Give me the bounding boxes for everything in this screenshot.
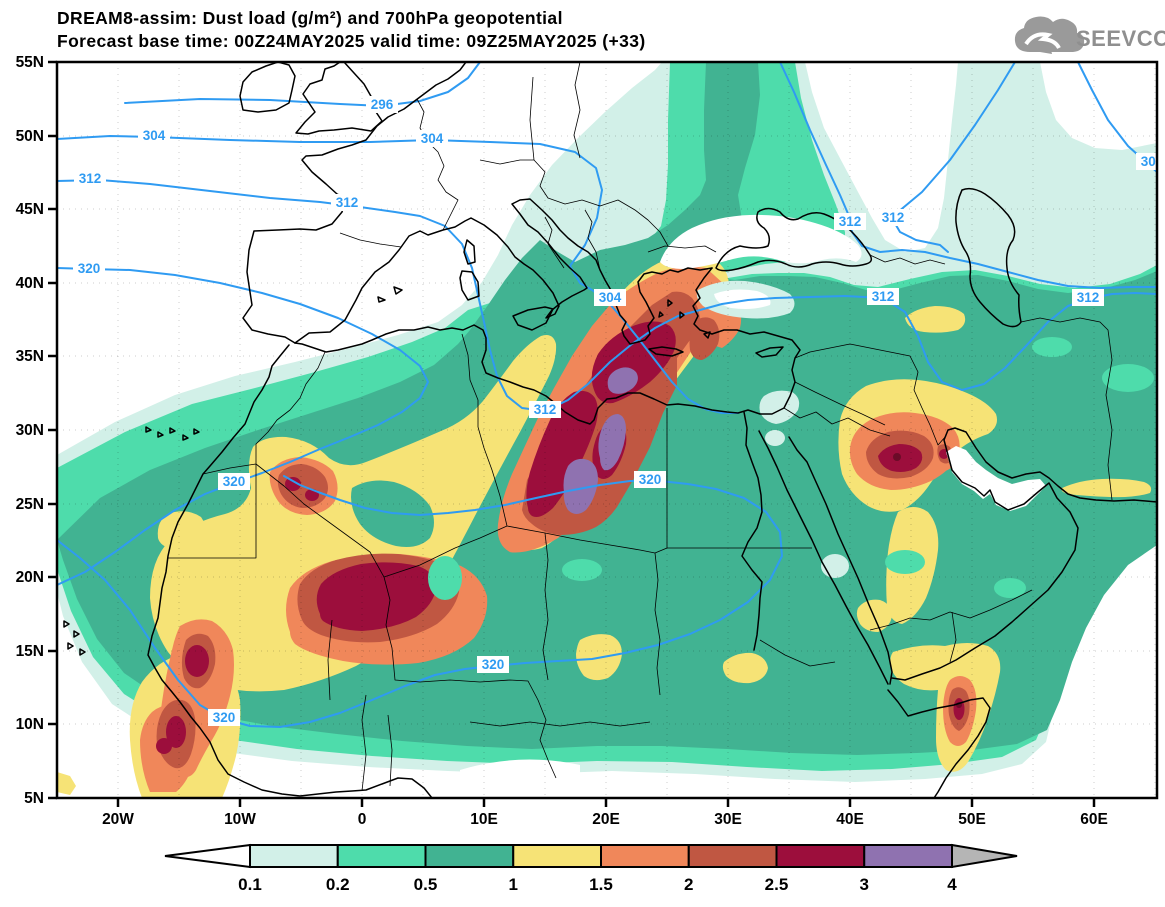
black-sea-water	[660, 214, 862, 269]
contour-label-box	[416, 130, 448, 147]
colorbar-segment	[775, 844, 866, 868]
contour-label-box	[208, 709, 240, 726]
y-axis: 55N 50N 45N 40N 35N 30N 25N 20N 15N 10N 5N	[16, 54, 57, 807]
contour-label-box	[74, 170, 106, 187]
colorbar-level-label: 1.5	[589, 875, 613, 894]
y-tick-label: 25N	[16, 496, 44, 513]
y-tick-label: 55N	[16, 54, 44, 71]
y-tick-label: 35N	[16, 348, 44, 365]
contour-label-box	[834, 213, 866, 230]
colorbar-level-label: 2.5	[765, 875, 789, 894]
colorbar-below-arrow	[164, 843, 251, 869]
contour-label-box	[529, 401, 561, 418]
contour-label: 312	[872, 289, 895, 304]
contour-label-box	[877, 209, 909, 226]
cloud-icon	[1014, 16, 1085, 54]
contour-label: 312	[79, 171, 102, 186]
y-tick-label: 50N	[16, 128, 44, 145]
colorbar-level-label: 0.1	[238, 875, 262, 894]
contour-label: 320	[482, 657, 505, 672]
contour-label-box	[331, 194, 363, 211]
colorbar-legend: 0.1 0.2 0.5 1 1.5 2 2.5 3 4	[164, 843, 1018, 894]
colorbar-segment	[600, 844, 690, 868]
colorbar-level-label: 4	[947, 875, 957, 894]
map-title: DREAM8-assim: Dust load (g/m²) and 700hP…	[57, 8, 563, 28]
colorbar-segment	[687, 844, 778, 868]
contour-label-box	[477, 656, 509, 673]
contour-label: 304	[599, 290, 622, 305]
x-tick-label: 30E	[714, 811, 742, 828]
y-tick-label: 45N	[16, 201, 44, 218]
colorbar-segment	[512, 844, 602, 868]
x-tick-label: 10W	[224, 811, 256, 828]
map-plot-area: 296 304 304 304 304 312 312 312 312 312 312 312 320 3…	[57, 62, 1164, 798]
colorbar-level-label: 0.2	[326, 875, 350, 894]
persian-gulf-water	[946, 446, 1046, 511]
contour-label: 304	[421, 131, 444, 146]
colorbar-segment	[863, 844, 953, 868]
contour-label: 312	[1077, 290, 1100, 305]
contour-label-box	[1136, 153, 1157, 170]
contour-label: 304	[1141, 154, 1164, 169]
y-tick-label: 20N	[16, 569, 44, 586]
country-borders	[167, 62, 1113, 792]
y-tick-label: 30N	[16, 422, 44, 439]
colorbar-above-arrow	[951, 843, 1018, 869]
coastlines	[63, 62, 1157, 798]
contour-labels: 296 304 304 304 304 312 312 312 312 312 312 312 320 3…	[73, 96, 1164, 726]
contour-label-box	[366, 96, 398, 113]
contour-label: 312	[882, 210, 905, 225]
x-axis: 20W 10W 0 10E 20E 30E 40E 50E 60E	[102, 798, 1108, 828]
contour-label-box	[594, 289, 626, 306]
x-tick-label: 20W	[102, 811, 134, 828]
seevccc-logo: SEEVCCC	[1014, 16, 1165, 54]
x-tick-label: 10E	[470, 811, 498, 828]
contour-label: 312	[534, 402, 557, 417]
logo-text: SEEVCCC	[1076, 26, 1165, 51]
y-tick-label: 10N	[16, 716, 44, 733]
contour-label-box	[138, 127, 170, 144]
contour-label: 312	[336, 195, 359, 210]
contour-label-box	[218, 473, 250, 490]
contour-label-box	[73, 260, 105, 277]
x-tick-label: 50E	[958, 811, 986, 828]
x-tick-label: 0	[358, 811, 367, 828]
map-subtitle: Forecast base time: 00Z24MAY2025 valid t…	[57, 31, 646, 51]
x-tick-label: 20E	[592, 811, 620, 828]
contour-label: 304	[143, 128, 166, 143]
colorbar-level-label: 0.5	[414, 875, 438, 894]
y-tick-label: 40N	[16, 275, 44, 292]
contour-label-box	[867, 288, 899, 305]
contour-label: 320	[223, 474, 246, 489]
x-tick-label: 40E	[836, 811, 864, 828]
dust-load-shading	[57, 62, 1157, 798]
contour-label-box	[1072, 289, 1104, 306]
contour-label: 320	[78, 261, 101, 276]
y-tick-label: 5N	[24, 790, 44, 807]
colorbar-level-label: 3	[860, 875, 869, 894]
colorbar-segment	[424, 844, 515, 868]
contour-label: 320	[639, 472, 662, 487]
colorbar-level-label: 2	[684, 875, 693, 894]
x-tick-label: 60E	[1080, 811, 1108, 828]
contour-label: 296	[371, 97, 394, 112]
colorbar-segment	[336, 844, 427, 868]
contour-label: 320	[213, 710, 236, 725]
y-tick-label: 15N	[16, 643, 44, 660]
colorbar-level-label: 1	[509, 875, 518, 894]
colorbar-segment	[249, 844, 339, 868]
contour-label: 312	[839, 214, 862, 229]
contour-label-box	[634, 471, 666, 488]
